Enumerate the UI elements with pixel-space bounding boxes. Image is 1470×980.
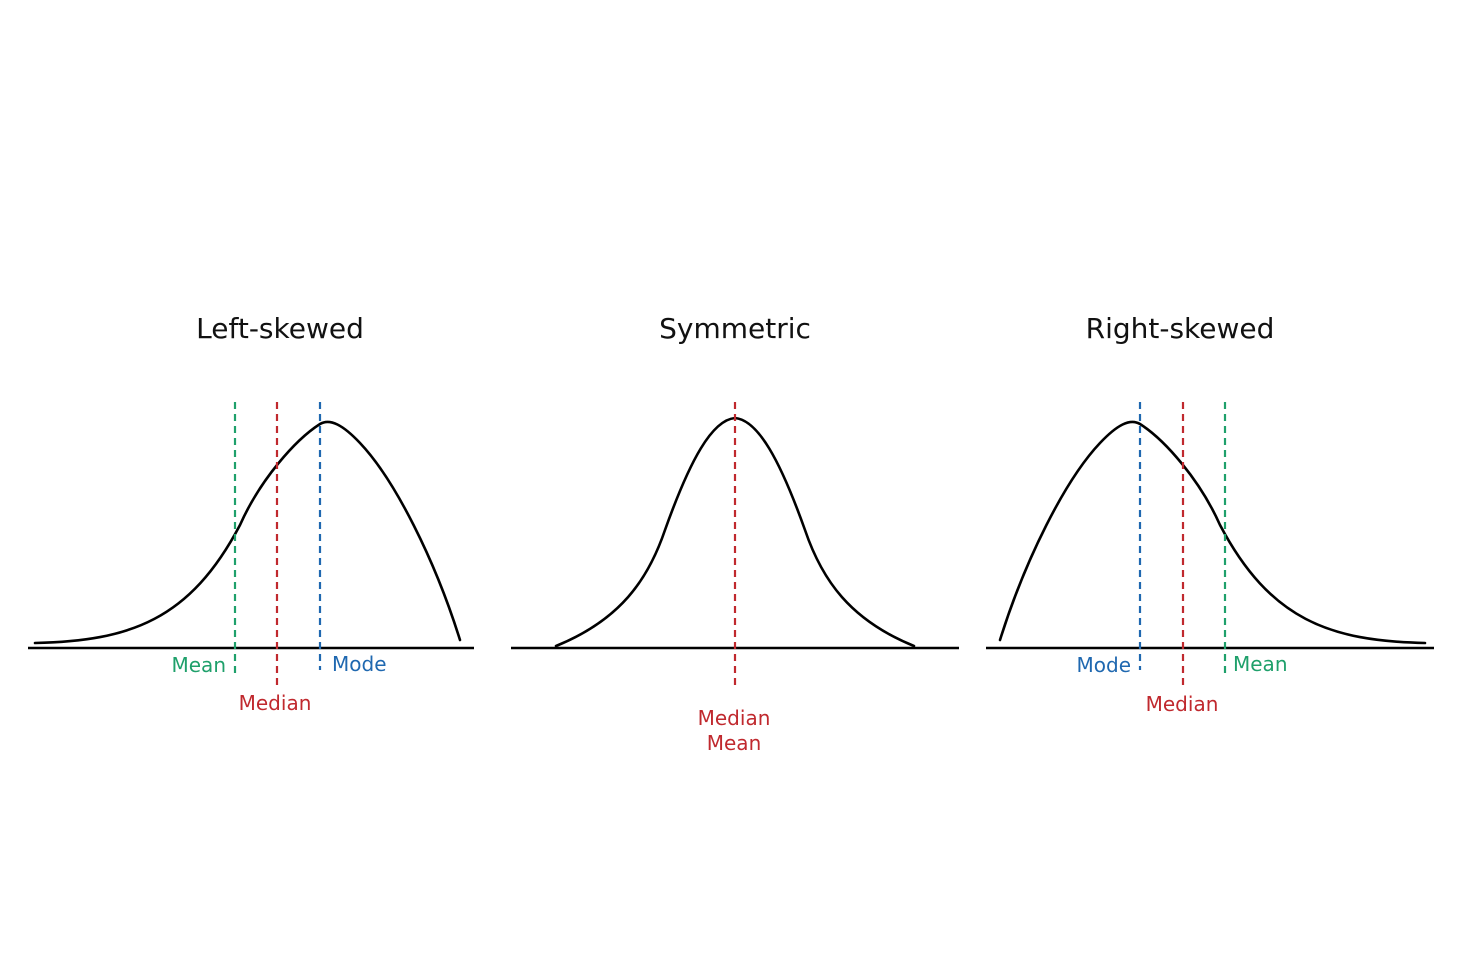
median-label-symmetric: Median <box>698 706 771 730</box>
median-label-left: Median <box>239 691 312 715</box>
panel-left-skewed: Left-skewed Mean Median Mode <box>28 312 474 715</box>
curve-left-skewed <box>33 420 462 645</box>
panel-title-symmetric: Symmetric <box>659 312 811 345</box>
mean-label-symmetric: Mean <box>707 731 762 755</box>
panel-title-left-skewed: Left-skewed <box>196 312 364 345</box>
panel-symmetric: Symmetric Median Mean <box>511 312 959 755</box>
mean-label-right: Mean <box>1233 652 1288 676</box>
panel-right-skewed: Right-skewed Mode Median Mean <box>986 312 1434 716</box>
mode-label-left: Mode <box>332 652 387 676</box>
curve-right-skewed <box>998 420 1427 645</box>
mode-label-right: Mode <box>1077 653 1132 677</box>
mean-label-left: Mean <box>172 653 227 677</box>
panel-title-right-skewed: Right-skewed <box>1086 312 1275 345</box>
median-label-right: Median <box>1146 692 1219 716</box>
